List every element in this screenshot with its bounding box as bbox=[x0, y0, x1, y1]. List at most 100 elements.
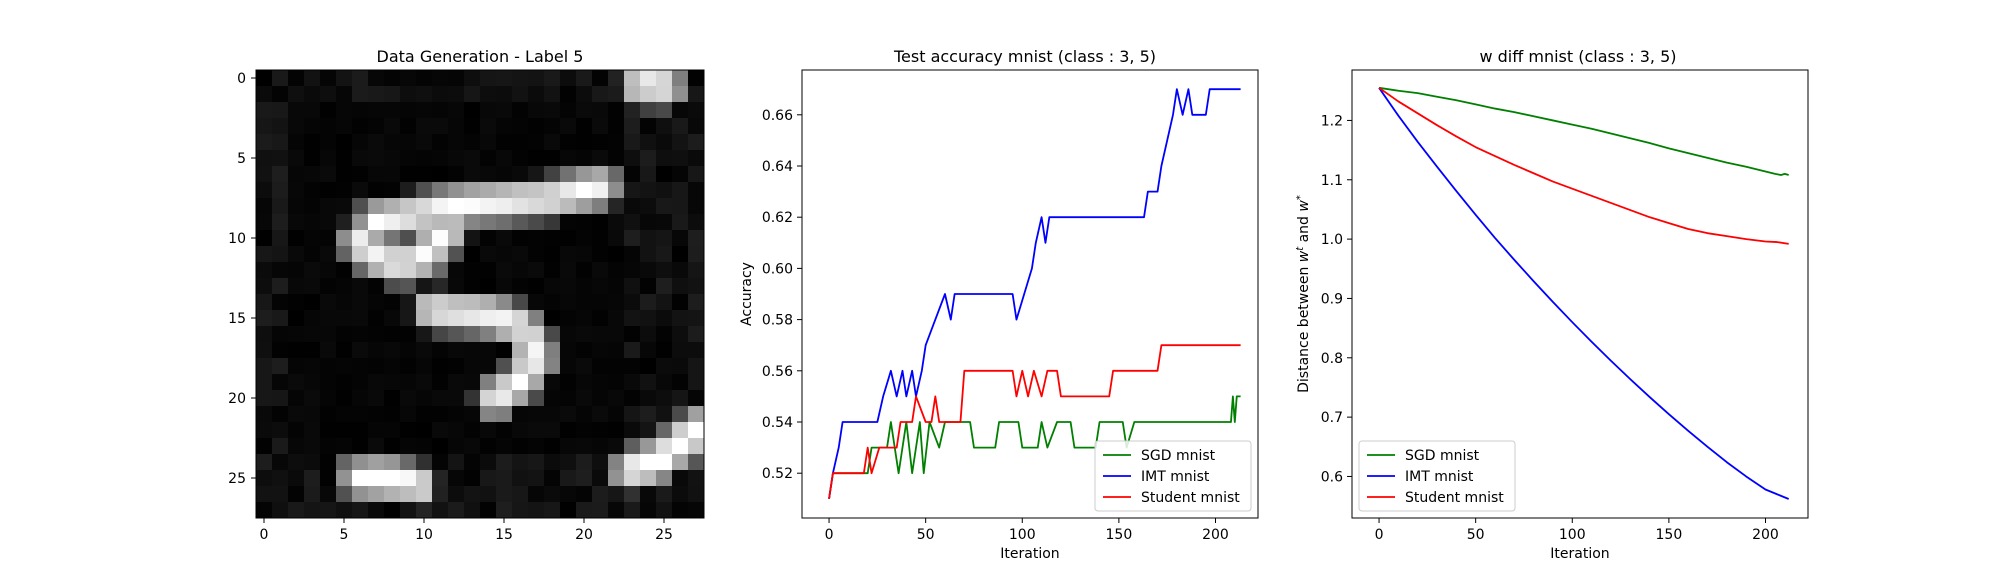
image-pixel bbox=[288, 102, 305, 119]
x-tick-label: 100 bbox=[1559, 527, 1586, 543]
image-pixel bbox=[544, 118, 561, 135]
image-pixel bbox=[416, 182, 433, 199]
image-pixel bbox=[512, 214, 529, 231]
image-pixel bbox=[512, 358, 529, 375]
image-pixel bbox=[272, 86, 289, 103]
image-pixel bbox=[528, 470, 545, 487]
image-pixel bbox=[400, 326, 417, 343]
image-pixel bbox=[672, 374, 689, 391]
image-pixel bbox=[672, 486, 689, 503]
image-pixel bbox=[464, 86, 481, 103]
image-pixel bbox=[672, 214, 689, 231]
image-pixel bbox=[688, 246, 705, 263]
image-pixel bbox=[416, 262, 433, 279]
image-pixel bbox=[400, 86, 417, 103]
image-pixel bbox=[384, 214, 401, 231]
image-pixel bbox=[672, 406, 689, 423]
image-pixel bbox=[416, 486, 433, 503]
image-pixel bbox=[608, 326, 625, 343]
image-pixel bbox=[368, 166, 385, 183]
image-pixel bbox=[400, 118, 417, 135]
image-pixel bbox=[320, 470, 337, 487]
image-pixel bbox=[368, 422, 385, 439]
image-pixel bbox=[384, 406, 401, 423]
image-pixel bbox=[272, 502, 289, 519]
image-pixel bbox=[336, 470, 353, 487]
image-pixel bbox=[496, 326, 513, 343]
image-pixel bbox=[512, 182, 529, 199]
image-pixel bbox=[288, 358, 305, 375]
image-pixel bbox=[432, 86, 449, 103]
image-pixel bbox=[592, 454, 609, 471]
image-pixel bbox=[560, 406, 577, 423]
image-pixel bbox=[528, 358, 545, 375]
legend-label: IMT mnist bbox=[1141, 469, 1210, 485]
image-pixel bbox=[256, 86, 273, 103]
image-pixel bbox=[528, 102, 545, 119]
image-pixel bbox=[480, 118, 497, 135]
image-pixel bbox=[480, 390, 497, 407]
image-pixel bbox=[544, 326, 561, 343]
image-pixel bbox=[304, 374, 321, 391]
image-pixel bbox=[352, 342, 369, 359]
image-pixel bbox=[368, 102, 385, 119]
image-x-axis: 0 5 10 15 20 25 bbox=[260, 518, 673, 543]
image-pixel bbox=[352, 246, 369, 263]
image-pixel bbox=[560, 374, 577, 391]
image-pixel bbox=[432, 470, 449, 487]
image-pixel bbox=[544, 502, 561, 519]
image-pixel bbox=[304, 470, 321, 487]
legend-label: Student mnist bbox=[1405, 490, 1504, 506]
image-pixel bbox=[384, 246, 401, 263]
image-pixel bbox=[352, 278, 369, 295]
image-pixel bbox=[288, 486, 305, 503]
image-pixel bbox=[256, 198, 273, 215]
image-pixel bbox=[304, 134, 321, 151]
image-pixel bbox=[272, 358, 289, 375]
image-pixel bbox=[656, 294, 673, 311]
image-pixel bbox=[480, 262, 497, 279]
image-pixel bbox=[672, 278, 689, 295]
image-pixel bbox=[480, 102, 497, 119]
image-pixel bbox=[432, 182, 449, 199]
image-pixel bbox=[448, 230, 465, 247]
image-pixel bbox=[544, 278, 561, 295]
image-pixel bbox=[352, 326, 369, 343]
image-pixel bbox=[448, 102, 465, 119]
image-pixel bbox=[448, 150, 465, 167]
image-pixel bbox=[672, 438, 689, 455]
image-pixel bbox=[448, 70, 465, 87]
y-tick-label: 1.2 bbox=[1321, 113, 1343, 129]
image-pixel bbox=[496, 310, 513, 327]
image-pixel bbox=[400, 342, 417, 359]
image-pixel bbox=[400, 134, 417, 151]
image-pixel bbox=[672, 454, 689, 471]
image-pixel bbox=[592, 470, 609, 487]
image-pixel bbox=[320, 166, 337, 183]
legend-label: IMT mnist bbox=[1405, 469, 1474, 485]
image-pixel bbox=[576, 262, 593, 279]
image-pixel bbox=[352, 438, 369, 455]
image-pixel bbox=[464, 102, 481, 119]
image-pixel bbox=[560, 438, 577, 455]
image-pixel bbox=[624, 486, 641, 503]
image-pixel bbox=[656, 214, 673, 231]
image-pixel bbox=[256, 470, 273, 487]
image-pixel bbox=[288, 294, 305, 311]
image-pixel bbox=[480, 246, 497, 263]
image-pixel bbox=[256, 134, 273, 151]
image-pixel bbox=[400, 502, 417, 519]
image-pixel bbox=[560, 150, 577, 167]
image-pixel bbox=[320, 422, 337, 439]
image-pixel bbox=[496, 102, 513, 119]
image-pixel bbox=[480, 438, 497, 455]
image-pixel bbox=[592, 278, 609, 295]
image-pixel bbox=[256, 214, 273, 231]
image-pixel bbox=[368, 230, 385, 247]
image-pixel bbox=[480, 214, 497, 231]
image-pixel bbox=[640, 326, 657, 343]
image-pixel bbox=[336, 150, 353, 167]
image-pixel bbox=[432, 294, 449, 311]
image-pixel bbox=[624, 166, 641, 183]
image-pixel bbox=[688, 198, 705, 215]
